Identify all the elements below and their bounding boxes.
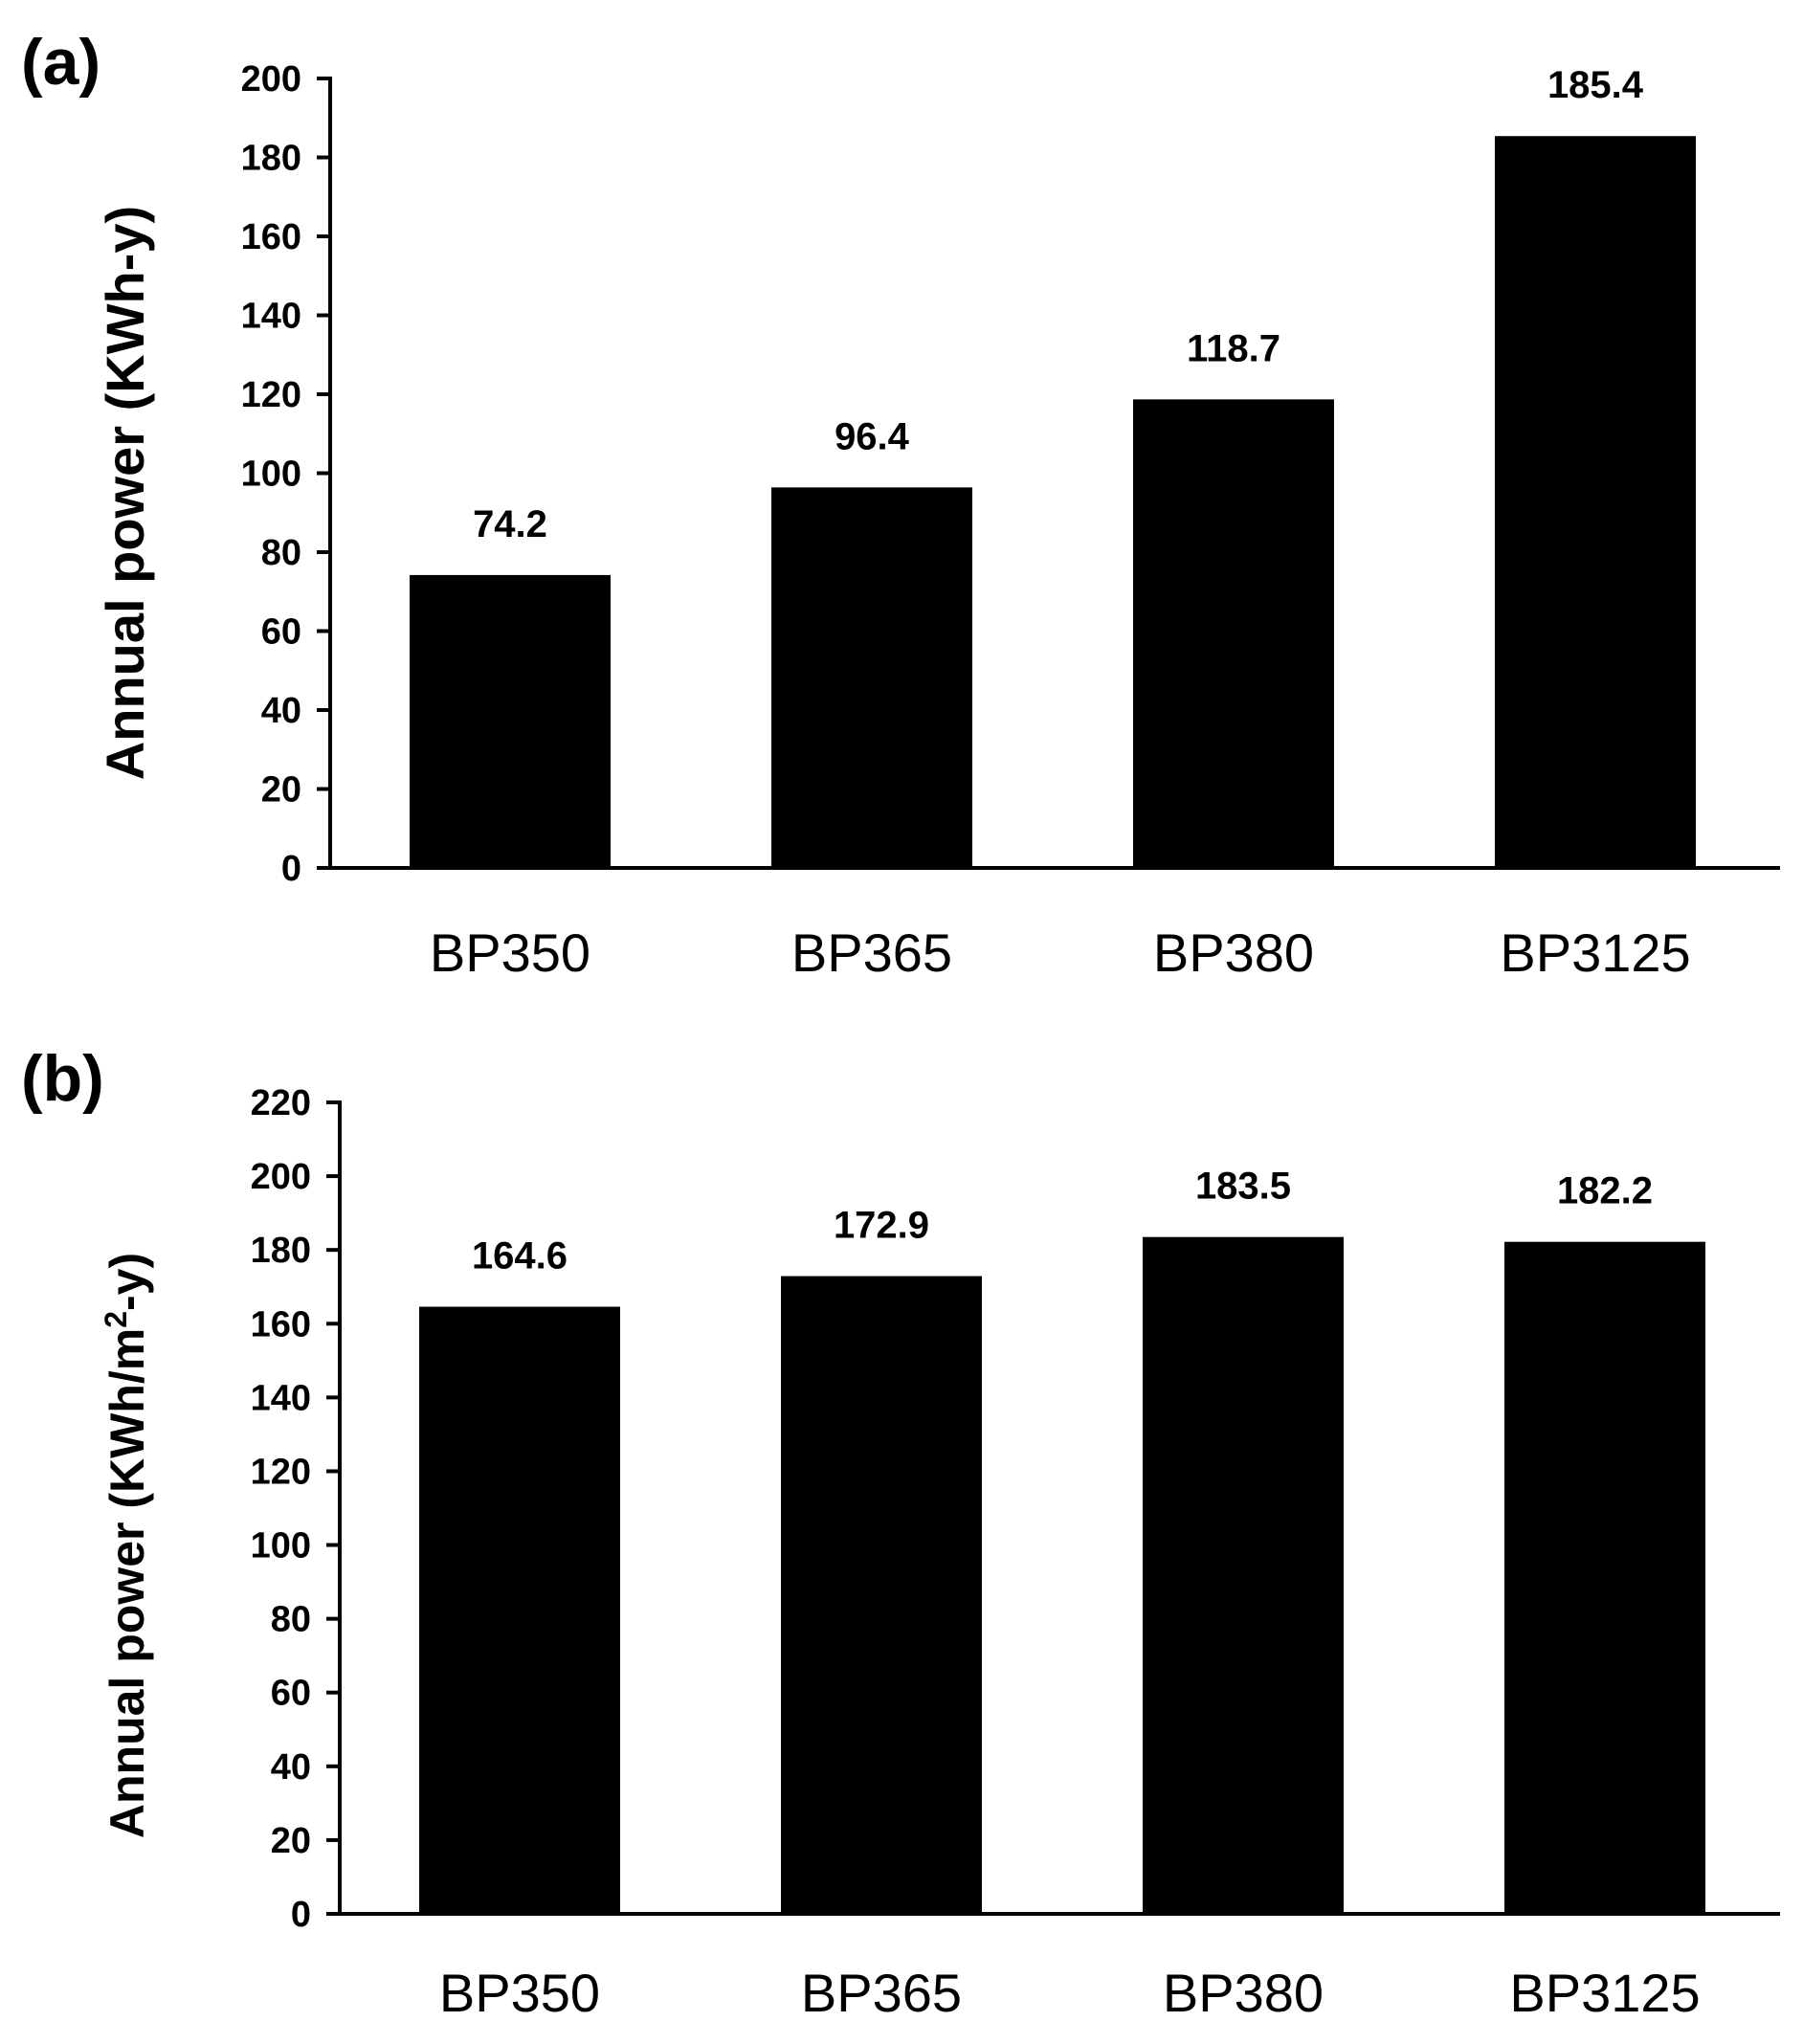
bars-a: 74.2 96.4 118.7 185.4 [410,64,1696,869]
y-axis-title-b-sup: 2 [99,1311,133,1328]
x-category-label: BP350 [439,1963,600,2023]
y-tick-label: 160 [241,217,301,257]
y-axis-title-b-prefix: Annual power (KWh/m [100,1328,154,1838]
bar-bp350 [419,1306,620,1914]
data-label-bp365: 96.4 [835,415,910,457]
data-label-bp365: 172.9 [834,1205,929,1247]
y-tick-label: 160 [251,1304,311,1344]
data-label-bp350: 164.6 [472,1235,568,1278]
x-category-label: BP380 [1163,1963,1324,2023]
y-tick-label: 100 [251,1526,311,1566]
x-category-label: BP380 [1153,922,1314,983]
y-tick-label: 180 [251,1231,311,1271]
y-tick-label: 200 [241,59,301,100]
panel-label-b: (b) [21,1042,104,1115]
data-label-bp3125: 185.4 [1547,64,1644,106]
panel-label-a: (a) [21,26,100,99]
y-axis-title-b-suffix: -y) [100,1253,154,1311]
bar-bp380 [1143,1236,1344,1914]
y-tick-label: 200 [251,1157,311,1197]
x-category-label: BP350 [430,922,590,983]
y-tick-label: 100 [241,455,301,495]
y-tick-label: 140 [241,297,301,337]
x-categories-a: BP350 BP365 BP380 BP3125 [430,922,1691,983]
x-category-label: BP3125 [1509,1963,1700,2023]
y-axis-title-a: Annual power (KWh-y) [95,206,155,780]
y-tick-label: 220 [251,1083,311,1123]
bar-bp380 [1133,399,1334,868]
y-tick-label: 40 [271,1747,311,1788]
y-tick-label: 120 [251,1452,311,1492]
bar-bp365 [771,487,972,868]
y-tick-label: 60 [271,1674,311,1714]
x-category-label: BP365 [801,1963,962,2023]
y-tick-label: 20 [261,770,301,811]
data-label-bp380: 183.5 [1195,1166,1291,1208]
y-tick-label: 0 [281,849,301,889]
x-category-label: BP365 [791,922,952,983]
bar-bp3125 [1495,136,1696,869]
chart-b: (b) Annual power (KWh/m2-y) 0 20 40 60 80 100… [21,1042,1780,2023]
y-tick-label: 120 [241,375,301,415]
y-tick-label: 20 [271,1821,311,1861]
y-tick-label: 180 [241,139,301,179]
y-tick-label: 0 [291,1895,311,1935]
bar-bp3125 [1504,1241,1705,1914]
y-tick-label: 80 [261,533,301,573]
bars-b: 164.6 172.9 183.5 182.2 [419,1166,1705,1914]
chart-a: (a) Annual power (KWh-y) 0 20 40 60 80 100 120… [21,26,1780,983]
x-category-label: BP3125 [1500,922,1690,983]
y-tick-label: 40 [261,691,301,731]
y-tick-label: 80 [271,1600,311,1640]
y-axis-title-b: Annual power (KWh/m2-y) [99,1253,154,1838]
bar-bp350 [410,574,611,868]
y-ticks-b: 0 20 40 60 80 100 120 140 160 180 200 220 [251,1083,340,1935]
y-ticks-a: 0 20 40 60 80 100 120 140 160 180 200 [241,59,330,889]
data-label-bp380: 118.7 [1187,327,1280,369]
bar-bp365 [781,1276,982,1914]
y-tick-label: 140 [251,1378,311,1418]
x-categories-b: BP350 BP365 BP380 BP3125 [439,1963,1701,2023]
data-label-bp350: 74.2 [473,503,547,545]
data-label-bp3125: 182.2 [1557,1170,1653,1212]
y-tick-label: 60 [261,612,301,653]
